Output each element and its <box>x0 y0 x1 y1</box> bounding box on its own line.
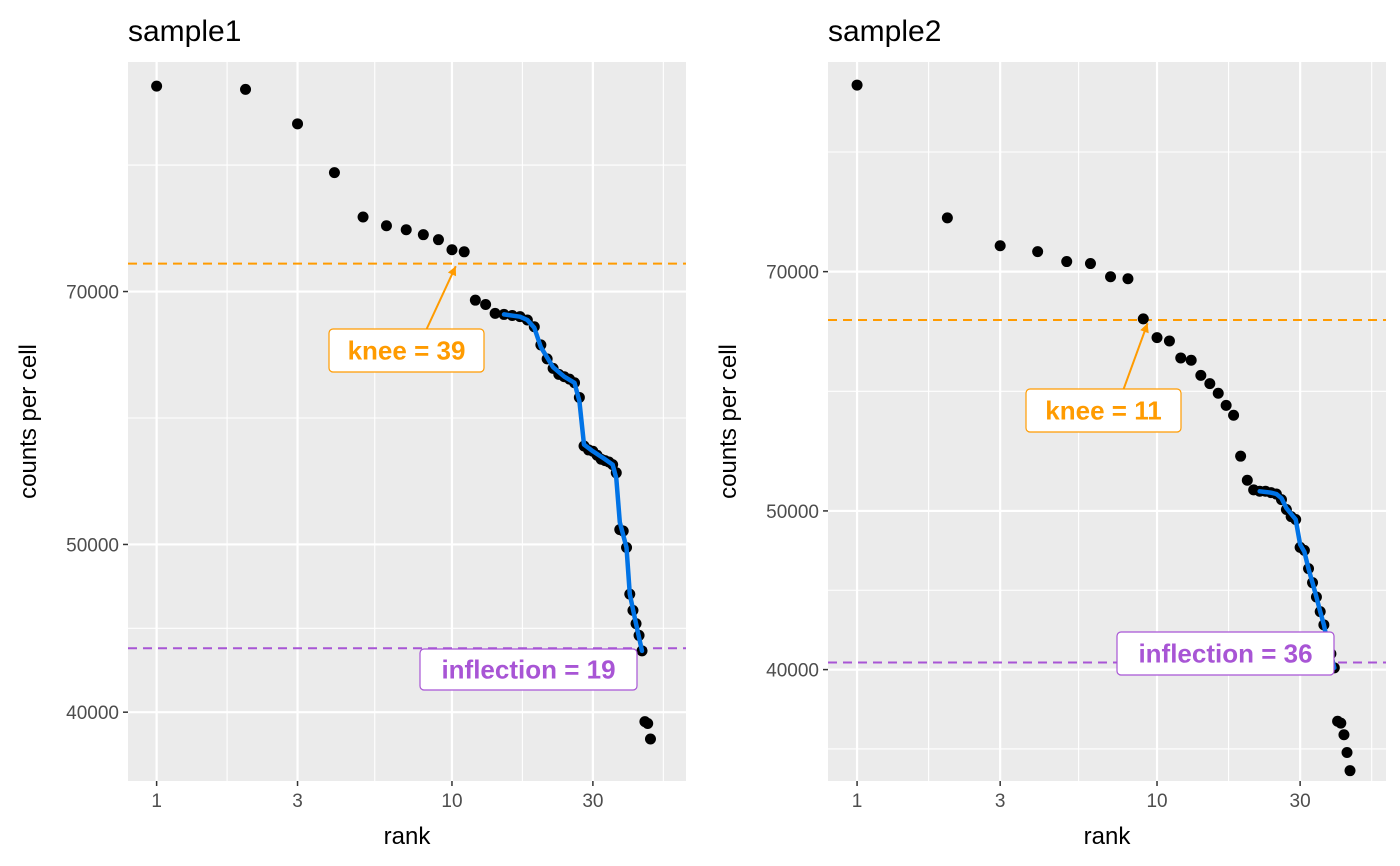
data-point <box>446 244 458 256</box>
data-point <box>240 83 252 95</box>
x-axis-title: rank <box>384 823 432 850</box>
data-point <box>400 224 412 236</box>
panel-title: sample1 <box>128 15 241 48</box>
knee-label-box <box>1025 388 1182 433</box>
data-point <box>1335 717 1347 729</box>
y-tick-label: 50000 <box>766 502 819 523</box>
data-point <box>1212 387 1224 399</box>
x-tick-label: 30 <box>582 791 603 812</box>
panel-title: sample2 <box>828 15 941 48</box>
data-point <box>417 229 429 241</box>
knee-label-box <box>328 328 485 373</box>
x-tick-label: 10 <box>441 791 462 812</box>
x-axis-title: rank <box>1084 823 1132 850</box>
data-point <box>1137 313 1149 325</box>
x-tick-label: 1 <box>151 791 162 812</box>
data-point <box>1061 256 1073 268</box>
knee-arrow <box>1122 322 1149 390</box>
data-point <box>489 307 501 319</box>
data-point <box>480 299 492 311</box>
inflection-label-box <box>419 648 638 691</box>
x-tick-label: 30 <box>1290 791 1311 812</box>
fit-line <box>501 312 645 654</box>
y-tick-label: 40000 <box>766 661 819 682</box>
inflection-label: inflection = 36 <box>1138 639 1312 669</box>
data-point <box>1163 335 1175 347</box>
data-point <box>1228 409 1240 421</box>
y-tick-label: 50000 <box>66 535 119 556</box>
data-point <box>1195 369 1207 381</box>
data-point <box>458 246 470 258</box>
knee-label: knee = 39 <box>348 336 466 366</box>
knee-arrowhead <box>447 266 457 277</box>
x-tick-label: 3 <box>292 791 303 812</box>
data-point <box>1122 273 1134 285</box>
y-axis-title: counts per cell <box>715 344 742 499</box>
data-point <box>432 234 444 246</box>
y-tick-label: 40000 <box>66 703 119 724</box>
data-point <box>941 212 953 224</box>
data-point <box>1032 246 1044 258</box>
data-point <box>357 211 369 223</box>
y-tick-label: 70000 <box>766 263 819 284</box>
data-point <box>994 240 1006 252</box>
data-point <box>1175 352 1187 364</box>
data-point <box>851 79 863 91</box>
panel-2: knee = 11 inflection = 36 1 3 10 30 40000 50000… <box>715 15 1386 850</box>
data-point <box>151 80 163 92</box>
data-point <box>1220 399 1232 411</box>
data-point <box>1185 354 1197 366</box>
data-point <box>644 733 656 745</box>
knee-label: knee = 11 <box>1045 396 1161 426</box>
data-point <box>1341 746 1353 758</box>
data-point <box>328 167 340 179</box>
inflection-label-box <box>1116 631 1335 676</box>
inflection-label: inflection = 19 <box>441 655 615 685</box>
data-point <box>1235 450 1247 462</box>
data-point <box>1344 765 1356 777</box>
knee-arrow <box>425 265 457 330</box>
data-point <box>1105 271 1117 283</box>
data-point <box>1338 729 1350 741</box>
data-point <box>642 718 654 730</box>
data-point <box>292 118 304 130</box>
y-tick-label: 70000 <box>66 283 119 304</box>
data-point <box>1204 378 1216 390</box>
knee-arrowhead <box>1140 323 1149 334</box>
panel-1: knee = 39 inflection = 19 1 3 10 30 40000 50000… <box>15 15 686 850</box>
y-axis-title: counts per cell <box>15 344 42 499</box>
data-point <box>469 294 481 306</box>
data-point <box>1241 474 1253 486</box>
x-tick-label: 1 <box>852 791 863 812</box>
x-tick-label: 10 <box>1146 791 1167 812</box>
x-tick-label: 3 <box>995 791 1006 812</box>
data-point <box>380 220 392 232</box>
data-point <box>1084 258 1096 270</box>
data-point <box>1151 332 1163 344</box>
